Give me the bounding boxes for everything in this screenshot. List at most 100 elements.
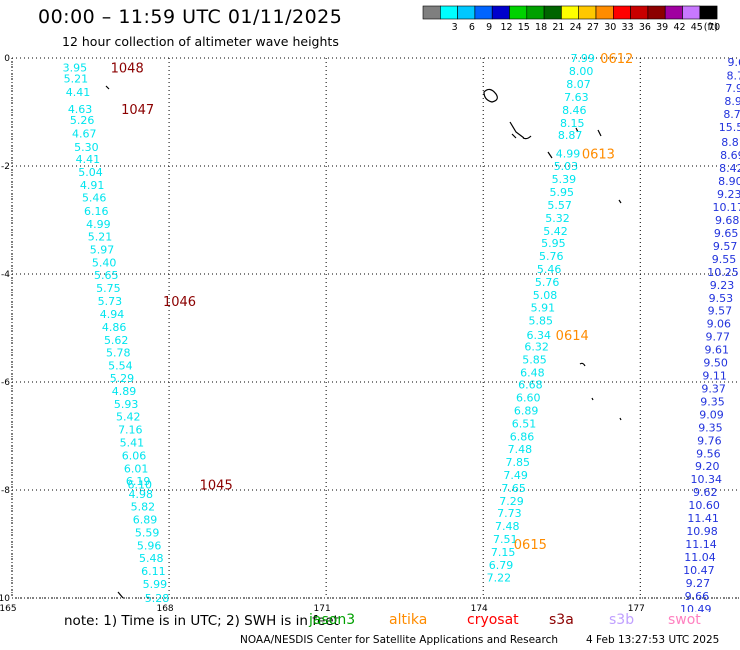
wave-height-label: 5.40 [92, 257, 117, 270]
wave-height-label: 5.57 [547, 199, 572, 212]
wave-height-label: 9.77 [706, 331, 731, 344]
wave-height-label: 5.93 [114, 398, 139, 411]
wave-height-label: 5.59 [135, 527, 160, 540]
wave-height-label: 9.76 [697, 434, 722, 447]
wave-height-label: 5.99 [143, 578, 168, 591]
color-swatch [699, 5, 718, 20]
wave-height-label: 9.06 [707, 318, 732, 331]
wave-height-label: 5.96 [137, 540, 162, 553]
wave-height-label: 5.78 [106, 346, 131, 359]
color-scale-tick-label: 15 [518, 22, 530, 33]
mission-jason3: jason3 [309, 612, 356, 628]
color-scale-tick-label: 6 [469, 22, 475, 33]
pass-time-label: 1047 [121, 103, 154, 118]
wave-height-label: 6.06 [122, 449, 147, 462]
x-tick-label: 165 [0, 604, 17, 612]
wave-height-label: 5.76 [539, 250, 564, 263]
wave-height-label: 5.75 [96, 282, 121, 295]
wave-height-label: 10.47 [683, 564, 715, 577]
wave-height-label: 3.95 [63, 62, 88, 75]
wave-height-label: 10.98 [686, 525, 718, 538]
pass-time-label: 0615 [514, 538, 547, 553]
wave-height-label: 5.42 [116, 411, 141, 424]
color-scale-tick-label: 27 [587, 22, 599, 33]
wave-height-label: 7.22 [487, 571, 512, 584]
wave-height-label: 6.79 [489, 559, 514, 572]
color-scale-tick-label: 42 [673, 22, 685, 33]
wave-height-label: 4.63 [68, 103, 93, 116]
color-scale-tick-label: 18 [535, 22, 547, 33]
wave-height-label: 6.32 [524, 340, 549, 353]
wave-height-label: 4.41 [66, 86, 91, 99]
wave-height-label: 5.21 [64, 73, 89, 86]
wave-height-label: 8.90 [718, 175, 740, 188]
x-tick-label: 171 [314, 604, 331, 612]
track-jason3: 3.955.214.414.635.264.675.304.415.044.91… [63, 62, 170, 605]
wave-height-label: 7.48 [508, 443, 533, 456]
wave-height-label: 5.91 [531, 301, 556, 314]
wave-height-label: 5.39 [552, 173, 577, 186]
pass-time-label: 1048 [111, 62, 144, 77]
mission-s3b: s3b [609, 612, 635, 628]
wave-height-label: 9.68 [715, 214, 740, 227]
y-tick-label: -8 [1, 486, 10, 496]
mission-cryosat: cryosat [467, 612, 519, 628]
wave-height-label: 11.41 [687, 512, 719, 525]
wave-height-label: 5.46 [82, 191, 107, 204]
wave-height-label: 7.63 [564, 91, 589, 104]
wave-height-label: 4.99 [86, 218, 111, 231]
y-tick-label: 0 [4, 54, 10, 64]
wave-height-label: 6.51 [512, 418, 537, 431]
wave-height-label: 9.66 [685, 590, 710, 603]
wave-height-label: 5.29 [110, 372, 135, 385]
wave-height-label: 6.68 [518, 379, 543, 392]
wave-height-label: 9.27 [686, 577, 711, 590]
wave-height-label: 6.89 [133, 514, 158, 527]
wave-height-label: 10.49 [680, 603, 712, 612]
wave-height-label: 6.01 [124, 462, 149, 475]
wave-height-label: 7.85 [506, 456, 531, 469]
island-outline [105, 85, 124, 599]
wave-height-label: 11.04 [684, 551, 716, 564]
color-scale-tick-label: 3 [452, 22, 458, 33]
wave-height-label: 9.65 [714, 227, 739, 240]
wave-height-label: 5.28 [145, 592, 170, 605]
x-tick-label: 174 [471, 604, 488, 612]
wave-height-label: 5.95 [541, 237, 566, 250]
wave-height-label: 5.48 [139, 552, 164, 565]
pass-time-label: 0613 [582, 148, 615, 163]
color-scale-tick-label: 39 [656, 22, 668, 33]
wave-height-label: 7.98 [725, 82, 740, 95]
generation-timestamp: 4 Feb 13:27:53 UTC 2025 [586, 634, 720, 646]
wave-height-label: 7.65 [501, 482, 526, 495]
color-scale-tick-label: 12 [500, 22, 512, 33]
wave-height-label: 8.42 [719, 162, 740, 175]
wave-height-label: 5.85 [522, 353, 547, 366]
color-scale-tick-label: 9 [486, 22, 492, 33]
y-tick-label: -6 [1, 378, 10, 388]
island-outlines [105, 85, 622, 599]
y-tick-label: -4 [1, 270, 10, 280]
wave-height-label: 9.35 [700, 395, 725, 408]
wave-height-label: 4.67 [72, 128, 97, 141]
wave-height-label: 5.30 [74, 141, 99, 154]
wave-height-label: 6.86 [510, 431, 535, 444]
wave-height-label: 9.23 [710, 279, 735, 292]
wave-height-label: 4.91 [80, 179, 105, 192]
wave-height-label: 5.73 [98, 295, 123, 308]
wave-height-label: 6.19 [126, 475, 151, 488]
wave-height-label: 7.15 [491, 546, 516, 559]
wave-height-label: 9.57 [708, 305, 733, 318]
wave-height-label: 5.04 [78, 166, 103, 179]
y-tick-label: -2 [1, 162, 10, 172]
island-outline [522, 127, 602, 159]
island-outline [579, 199, 622, 421]
color-scale-tick-label: 45 [691, 22, 703, 33]
mission-altika: altika [389, 612, 428, 628]
wave-height-label: 15.56 [719, 121, 740, 134]
wave-height-label: 10.25 [707, 266, 739, 279]
wave-height-label: 10.60 [688, 499, 720, 512]
color-scale-tick-label: 30 [604, 22, 616, 33]
wave-height-label: 6.60 [516, 392, 541, 405]
wave-height-label: 10.17 [712, 201, 740, 214]
